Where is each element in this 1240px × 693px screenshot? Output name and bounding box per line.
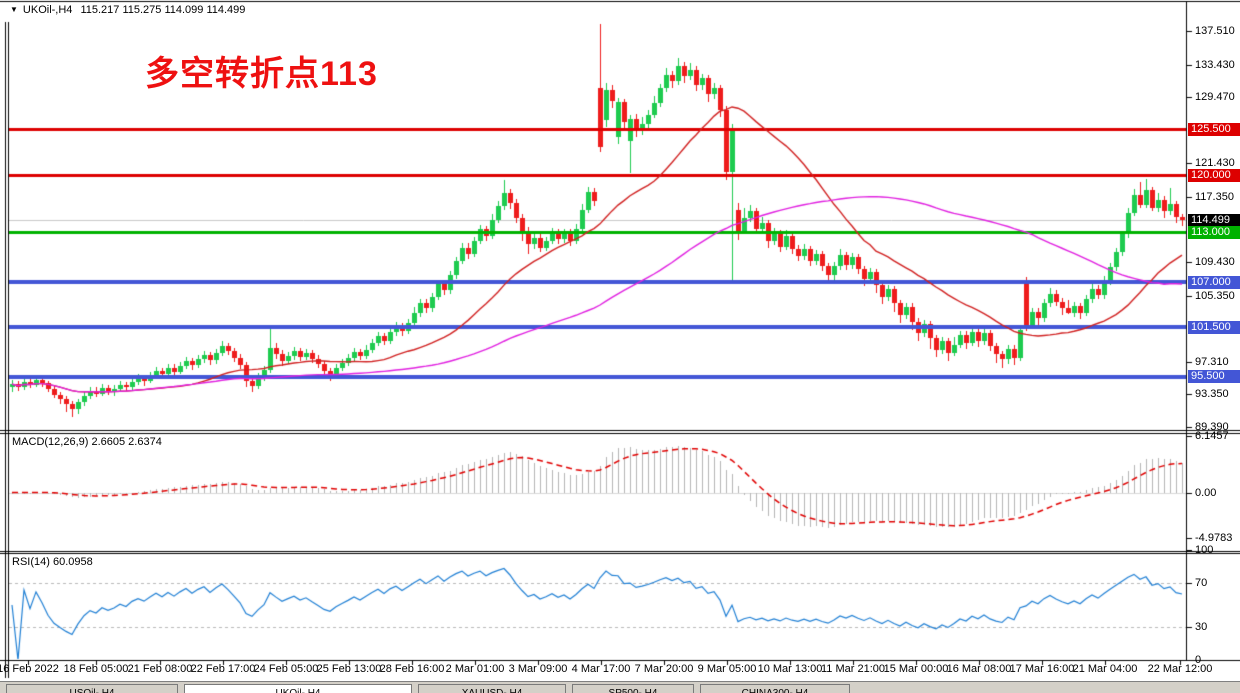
time-axis-label: 25 Feb 13:00 <box>316 663 382 675</box>
price-level-badge: 95.500 <box>1188 370 1240 384</box>
chart-tab-bar: USOil-,H4 UKOil-,H4 XAUUSD-,H4 SP500-,H4 CHI… <box>0 681 1240 693</box>
chart-tab-ukoil-h4[interactable]: UKOil-,H4 <box>184 684 412 693</box>
time-axis-label: 24 Feb 05:00 <box>253 663 319 675</box>
price-level-badge: 120.000 <box>1188 168 1240 182</box>
chart-tab-xauusd-h4[interactable]: XAUUSD-,H4 <box>418 684 566 693</box>
time-axis-label: 2 Mar 01:00 <box>445 663 505 675</box>
macd-label: MACD(12,26,9) <box>12 436 89 448</box>
macd-axis-label: 6.1457 <box>1195 430 1229 443</box>
time-axis-label: 22 Mar 12:00 <box>1147 663 1213 675</box>
price-axis-label: 105.350 <box>1195 289 1235 302</box>
rsi-value: 60.0958 <box>52 556 93 568</box>
annotation-text: 多空转折点113 <box>145 55 378 93</box>
time-axis-label: 22 Feb 17:00 <box>190 663 256 675</box>
time-axis-label: 18 Feb 05:00 <box>63 663 129 675</box>
rsi-label: RSI(14) <box>12 556 50 568</box>
time-axis-label: 16 Mar 08:00 <box>946 663 1012 675</box>
price-level-badge: 113.000 <box>1188 226 1240 240</box>
rsi-axis-label: 30 <box>1195 621 1208 633</box>
price-axis-label: 133.430 <box>1195 58 1235 71</box>
time-axis-label: 4 Mar 17:00 <box>571 663 631 675</box>
rsi-axis-label: 100 <box>1195 544 1214 556</box>
macd-axis-label: -4.9783 <box>1195 532 1233 545</box>
price-level-badge: 107.000 <box>1188 275 1240 289</box>
time-axis-label: 15 Mar 00:00 <box>883 663 949 675</box>
time-axis-label: 9 Mar 05:00 <box>697 663 757 675</box>
macd-indicator-label: MACD(12,26,9) 2.6605 2.6374 <box>12 436 162 448</box>
time-axis-label: 11 Mar 21:00 <box>820 663 886 675</box>
rsi-indicator-label: RSI(14) 60.0958 <box>12 556 93 568</box>
price-axis-label: 93.350 <box>1195 388 1229 401</box>
price-axis-label: 137.510 <box>1195 25 1235 37</box>
time-axis-label: 17 Mar 16:00 <box>1009 663 1075 675</box>
time-axis-label: 21 Feb 08:00 <box>127 663 193 675</box>
price-axis-label: 121.430 <box>1195 157 1235 170</box>
time-axis-label: 16 Feb 2022 <box>0 663 59 675</box>
price-axis-label: 97.310 <box>1195 355 1229 368</box>
chart-tab-china300-h4[interactable]: CHINA300-,H4 <box>700 684 850 693</box>
time-axis-label: 21 Mar 04:00 <box>1072 663 1138 675</box>
macd-values: 2.6605 2.6374 <box>91 436 162 448</box>
chart-tab-usoil-h4[interactable]: USOil-,H4 <box>6 684 178 693</box>
chart-header: ▼ UKOil-,H4 115.217 115.275 114.099 114.49… <box>10 4 245 16</box>
price-axis-label: 109.430 <box>1195 256 1235 269</box>
time-axis-label: 7 Mar 20:00 <box>634 663 694 675</box>
rsi-axis-label: 70 <box>1195 577 1208 589</box>
time-axis-label: 10 Mar 13:00 <box>757 663 823 675</box>
price-axis-label: 129.470 <box>1195 91 1235 104</box>
macd-axis-label: 0.00 <box>1195 486 1217 499</box>
ohlc-values: 115.217 115.275 114.099 114.499 <box>80 4 246 16</box>
chart-tab-sp500-h4[interactable]: SP500-,H4 <box>572 684 694 693</box>
rsi-axis-label: 0 <box>1195 654 1202 666</box>
symbol-dropdown-arrow-icon[interactable]: ▼ <box>10 5 18 14</box>
price-axis-label: 89.390 <box>1195 421 1229 433</box>
price-level-badge: 101.500 <box>1188 320 1240 334</box>
time-axis-label: 3 Mar 09:00 <box>508 663 568 675</box>
price-level-badge: 114.499 <box>1188 213 1240 227</box>
price-axis-label: 117.350 <box>1195 190 1234 203</box>
symbol-timeframe-label: UKOil-,H4 <box>22 4 73 16</box>
time-axis-label: 28 Feb 16:00 <box>379 663 445 675</box>
price-level-badge: 125.500 <box>1188 123 1240 137</box>
